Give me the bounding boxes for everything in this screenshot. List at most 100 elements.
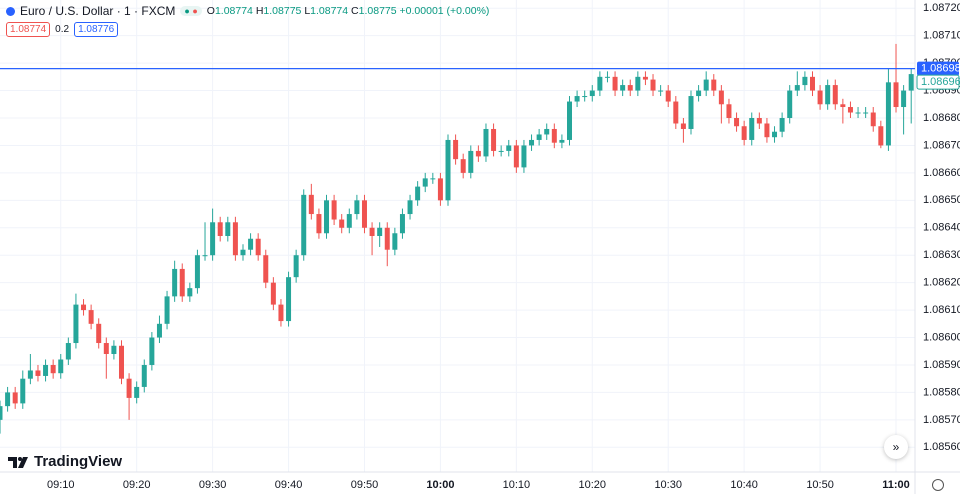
candle-body: [324, 200, 330, 234]
symbol-title[interactable]: Euro / U.S. Dollar · 1 · FXCM: [20, 4, 176, 18]
y-tick-label: 1.08720: [923, 2, 960, 14]
candle-body: [392, 233, 398, 250]
candle-body: [361, 200, 367, 228]
candle-body: [468, 150, 474, 173]
candle-body: [855, 112, 861, 114]
candle-body: [278, 304, 284, 322]
brand-name: TradingView: [34, 453, 123, 470]
candle-body: [369, 227, 375, 236]
candle-body: [718, 90, 724, 105]
settings-button[interactable]: [932, 479, 944, 491]
y-tick-label: 1.08560: [923, 441, 960, 453]
candle-body: [141, 364, 147, 387]
candle-body: [346, 214, 352, 228]
candle-body: [665, 90, 671, 102]
candle-body: [453, 139, 459, 160]
candle-body: [301, 194, 307, 256]
legend-header: Euro / U.S. Dollar · 1 · FXCM ● ● O1.087…: [6, 4, 489, 18]
price-line-label: 1.08698: [921, 63, 960, 75]
logo-icon: [8, 456, 28, 468]
candle-body: [658, 90, 664, 92]
candle-body: [43, 364, 49, 376]
candle-body: [354, 200, 360, 215]
y-tick-label: 1.08610: [923, 304, 960, 316]
candle-body: [27, 370, 33, 379]
candle-body: [529, 139, 535, 146]
candle-body: [35, 370, 41, 376]
y-tick-label: 1.08580: [923, 386, 960, 398]
trade-boxes: 1.08774 0.2 1.08776: [6, 22, 119, 37]
candle-body: [73, 304, 79, 344]
x-tick-label: 10:10: [503, 479, 531, 491]
x-tick-label: 10:50: [806, 479, 834, 491]
candle-body: [111, 345, 117, 354]
candle-body: [339, 219, 345, 228]
ohlc-label: H: [255, 5, 264, 17]
candle-body: [536, 134, 542, 140]
candle-body: [604, 76, 610, 78]
ohlc-value: 1.08774: [214, 5, 253, 17]
x-tick-label: 09:40: [275, 479, 303, 491]
candle-body: [5, 392, 11, 407]
candle-body: [726, 104, 732, 118]
candle-body: [787, 90, 793, 118]
x-tick-label: 09:30: [199, 479, 227, 491]
candle-body: [445, 139, 451, 201]
candle-body: [703, 79, 709, 91]
candle-body: [513, 145, 519, 168]
candle-body: [156, 323, 162, 338]
candle-body: [870, 112, 876, 127]
spread: 0.2: [55, 24, 70, 35]
candle-body: [437, 178, 443, 201]
x-tick-label: 09:50: [351, 479, 379, 491]
candle-body: [179, 268, 185, 297]
candle-body: [711, 79, 717, 91]
y-tick-label: 1.08670: [923, 139, 960, 151]
candle-body: [491, 128, 497, 151]
candle-body: [483, 128, 489, 157]
candle-body: [475, 150, 481, 157]
candle-body: [232, 222, 238, 256]
candle-body: [635, 76, 641, 91]
last-price-bg: [916, 74, 960, 90]
candle-body: [863, 112, 869, 114]
x-tick-label: 11:00: [882, 479, 910, 491]
ohlc-value: 1.08775: [263, 5, 302, 17]
candle-body: [134, 386, 140, 398]
candle-body: [696, 90, 702, 97]
candle-body: [559, 139, 565, 143]
candle-body: [126, 378, 132, 398]
candle-body: [582, 96, 588, 98]
y-tick-label: 1.08660: [923, 167, 960, 179]
candle-body: [620, 85, 626, 91]
candle-body: [544, 128, 550, 135]
symbol-icon: [6, 6, 15, 16]
brand-logo[interactable]: TradingView: [8, 453, 122, 470]
candle-body: [764, 123, 770, 138]
y-tick-label: 1.08600: [923, 331, 960, 343]
candle-body: [293, 255, 299, 278]
candle-body: [210, 222, 216, 256]
sell-button[interactable]: 1.08774: [6, 22, 51, 37]
candle-body: [817, 90, 823, 105]
x-tick-label: 09:10: [47, 479, 75, 491]
candle-body: [809, 76, 815, 91]
candle-body: [118, 345, 124, 379]
candle-body: [506, 145, 512, 151]
x-tick-label: 10:40: [730, 479, 758, 491]
candle-body: [12, 392, 18, 404]
candle-body: [58, 359, 64, 374]
candle-body: [415, 186, 421, 201]
candle-body: [893, 82, 899, 108]
candle-body: [802, 76, 808, 86]
candle-body: [734, 118, 740, 127]
candle-body: [248, 238, 254, 250]
candle-body: [255, 238, 261, 256]
status-pill[interactable]: ● ●: [180, 6, 202, 16]
scroll-right-button[interactable]: »: [884, 435, 908, 459]
last-price-label: 1.08696: [921, 76, 960, 88]
buy-button[interactable]: 1.08776: [74, 22, 119, 37]
candle-body: [384, 227, 390, 250]
x-tick-label: 10:00: [426, 479, 454, 491]
